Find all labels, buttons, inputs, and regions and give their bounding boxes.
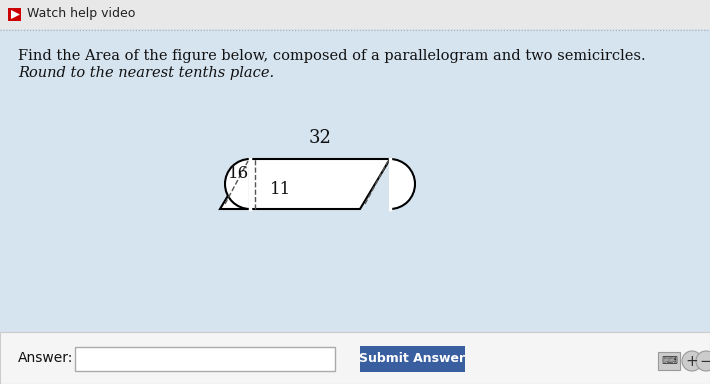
Text: Answer:: Answer:	[18, 351, 73, 365]
Text: −: −	[699, 354, 710, 369]
Wedge shape	[390, 159, 415, 209]
Text: 16: 16	[227, 166, 248, 182]
FancyBboxPatch shape	[75, 347, 335, 371]
Text: Round to the nearest tenths place.: Round to the nearest tenths place.	[18, 66, 274, 80]
Text: ⌨: ⌨	[661, 356, 677, 366]
Text: 11: 11	[270, 180, 291, 197]
Circle shape	[682, 351, 702, 371]
FancyBboxPatch shape	[658, 352, 680, 370]
FancyBboxPatch shape	[360, 346, 465, 372]
Wedge shape	[225, 159, 250, 209]
FancyBboxPatch shape	[0, 332, 710, 384]
Text: Find the Area of the figure below, composed of a parallelogram and two semicircl: Find the Area of the figure below, compo…	[18, 49, 645, 63]
Polygon shape	[220, 159, 390, 209]
Text: Submit Answer: Submit Answer	[359, 353, 465, 366]
Text: +: +	[686, 354, 699, 369]
Text: Watch help video: Watch help video	[27, 8, 136, 20]
FancyBboxPatch shape	[0, 0, 710, 29]
Polygon shape	[11, 10, 20, 19]
Circle shape	[696, 351, 710, 371]
Text: 32: 32	[309, 129, 332, 147]
FancyBboxPatch shape	[8, 8, 21, 21]
